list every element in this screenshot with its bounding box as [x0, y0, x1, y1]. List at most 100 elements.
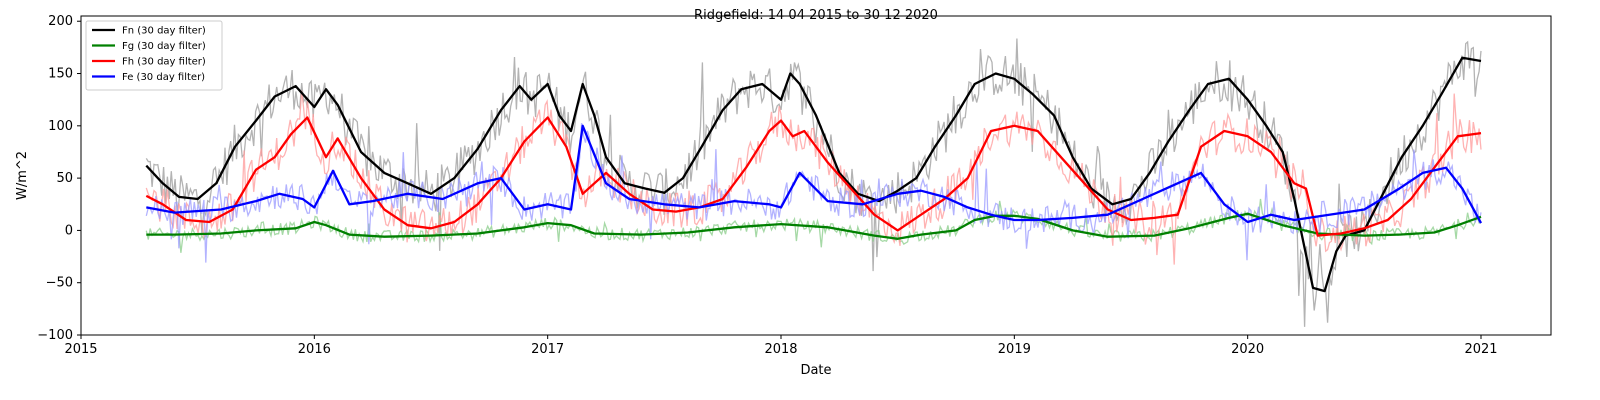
data-point-0-30 — [682, 177, 684, 179]
data-point-0-61 — [1265, 125, 1267, 127]
data-point-1-31 — [1188, 227, 1190, 229]
x-tick-label: 2016 — [298, 342, 331, 357]
y-tick-label: −100 — [37, 328, 73, 343]
data-point-0-24 — [582, 83, 584, 85]
data-point-2-27 — [722, 198, 724, 200]
data-point-2-32 — [803, 130, 805, 132]
data-point-0-32 — [722, 109, 724, 111]
data-point-1-24 — [974, 219, 976, 221]
y-tick-label: 50 — [56, 171, 73, 186]
data-point-3-24 — [780, 206, 782, 208]
data-point-3-41 — [1247, 221, 1249, 223]
data-point-2-23 — [628, 193, 630, 195]
data-point-0-45 — [955, 114, 957, 116]
data-point-3-49 — [1461, 188, 1463, 190]
data-point-1-4 — [295, 227, 297, 229]
data-point-3-40 — [1223, 203, 1225, 205]
data-point-2-57 — [1363, 227, 1365, 229]
data-point-3-18 — [605, 182, 607, 184]
data-point-3-44 — [1328, 214, 1330, 216]
data-point-0-23 — [570, 130, 572, 132]
data-point-3-19 — [628, 198, 630, 200]
data-point-3-43 — [1293, 219, 1295, 221]
data-point-3-9 — [372, 200, 374, 202]
data-point-0-50 — [1053, 114, 1055, 116]
data-point-2-44 — [1083, 182, 1085, 184]
data-point-0-1 — [162, 182, 164, 184]
y-tick-label: 150 — [48, 67, 73, 82]
data-point-1-29 — [1107, 236, 1109, 238]
data-point-2-20 — [565, 146, 567, 148]
y-tick-label: −50 — [46, 276, 73, 291]
data-point-0-58 — [1207, 83, 1209, 85]
data-point-2-19 — [547, 117, 549, 119]
data-point-0-74 — [1480, 60, 1482, 62]
data-point-1-6 — [325, 224, 327, 226]
data-point-0-2 — [178, 196, 180, 198]
data-point-2-10 — [337, 137, 339, 139]
data-point-2-7 — [290, 133, 292, 135]
data-point-0-69 — [1382, 193, 1384, 195]
x-axis-label: Date — [800, 363, 831, 378]
data-point-2-16 — [477, 203, 479, 205]
data-point-0-44 — [934, 146, 936, 148]
data-point-2-3 — [208, 221, 210, 223]
data-point-0-70 — [1401, 156, 1403, 158]
data-point-2-42 — [1037, 130, 1039, 132]
data-point-3-16 — [570, 209, 572, 211]
data-point-2-30 — [780, 120, 782, 122]
raw-trace-0 — [145, 38, 1482, 327]
data-point-0-65 — [1324, 290, 1326, 292]
data-point-2-48 — [1177, 214, 1179, 216]
x-tick-label: 2017 — [531, 342, 564, 357]
plot-area-frame — [80, 15, 1552, 336]
data-point-0-64 — [1312, 287, 1314, 289]
data-point-2-35 — [873, 214, 875, 216]
data-point-3-35 — [1072, 217, 1074, 219]
data-point-0-12 — [360, 151, 362, 153]
data-point-1-5 — [313, 221, 315, 223]
data-point-1-18 — [780, 223, 782, 225]
data-point-2-50 — [1223, 130, 1225, 132]
data-point-2-55 — [1317, 235, 1319, 237]
data-point-2-28 — [745, 167, 747, 169]
data-point-0-53 — [1111, 203, 1113, 205]
data-point-0-35 — [780, 99, 782, 101]
data-point-2-9 — [325, 156, 327, 158]
data-point-2-22 — [605, 172, 607, 174]
raw-data-layer — [145, 38, 1482, 327]
data-point-1-38 — [1433, 232, 1435, 234]
data-point-2-18 — [523, 141, 525, 143]
data-point-0-21 — [547, 83, 549, 85]
data-point-2-14 — [430, 227, 432, 229]
data-point-1-40 — [1480, 216, 1482, 218]
data-point-0-3 — [197, 198, 199, 200]
data-point-3-30 — [943, 196, 945, 198]
data-point-0-43 — [915, 177, 917, 179]
data-point-0-68 — [1363, 229, 1365, 231]
x-tick-label: 2020 — [1231, 342, 1264, 357]
data-point-3-10 — [407, 193, 409, 195]
data-point-2-56 — [1340, 233, 1342, 235]
data-point-3-12 — [477, 182, 479, 184]
data-point-1-23 — [955, 229, 957, 231]
data-point-0-4 — [215, 182, 217, 184]
data-point-0-33 — [740, 88, 742, 90]
data-point-2-21 — [582, 193, 584, 195]
data-point-1-36 — [1363, 235, 1365, 237]
data-point-2-47 — [1153, 217, 1155, 219]
data-point-2-53 — [1293, 182, 1295, 184]
data-point-0-20 — [530, 99, 532, 101]
data-point-0-10 — [325, 88, 327, 90]
data-point-2-8 — [306, 117, 308, 119]
data-point-3-26 — [827, 200, 829, 202]
y-tick-label: 0 — [65, 223, 73, 238]
data-point-1-15 — [640, 234, 642, 236]
data-point-3-4 — [278, 193, 280, 195]
x-tick-label: 2018 — [764, 342, 797, 357]
data-point-1-32 — [1228, 217, 1230, 219]
x-tick-label: 2015 — [64, 342, 97, 357]
data-point-1-39 — [1457, 224, 1459, 226]
data-point-0-6 — [255, 120, 257, 122]
raw-trace-3 — [145, 123, 1482, 263]
